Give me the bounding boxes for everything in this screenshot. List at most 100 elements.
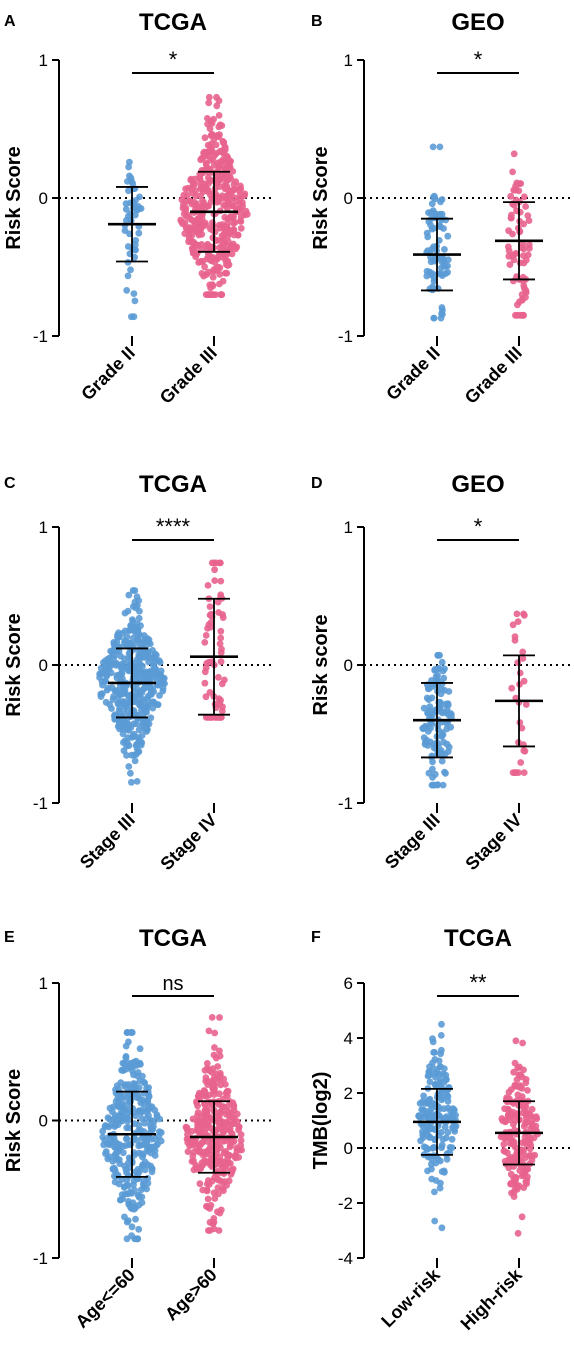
data-point: [221, 229, 228, 237]
data-point: [515, 769, 522, 776]
data-point: [206, 689, 214, 696]
data-point: [104, 1155, 112, 1163]
data-point: [216, 1209, 224, 1217]
data-point: [520, 193, 528, 201]
data-point: [424, 709, 432, 716]
data-point: [204, 202, 212, 210]
data-point: [119, 698, 126, 706]
x-tick-label: Grade II: [77, 343, 139, 405]
data-point: [520, 677, 528, 685]
data-point: [113, 1082, 121, 1089]
data-point: [436, 223, 444, 231]
y-tick-label: 1: [39, 518, 48, 537]
data-point: [216, 1076, 223, 1084]
data-point: [128, 1232, 136, 1239]
panel-E: E TCGA Risk Score -1 0 1 ns Age<=60 Age>60: [3, 925, 272, 1332]
data-point: [123, 752, 130, 759]
data-point: [207, 132, 215, 139]
data-point: [213, 102, 221, 110]
data-point: [438, 196, 446, 203]
data-point: [232, 245, 240, 253]
data-point: [447, 723, 455, 731]
data-point: [131, 246, 139, 254]
data-point: [428, 1165, 435, 1173]
data-point: [510, 1120, 517, 1128]
data-point: [96, 670, 103, 678]
data-point: [120, 1183, 128, 1191]
data-point: [429, 1035, 436, 1043]
significance-label: **: [469, 970, 487, 995]
data-point: [135, 1225, 143, 1233]
data-point: [107, 647, 114, 655]
data-point: [216, 1069, 224, 1077]
data-point: [125, 1124, 133, 1132]
data-point: [125, 1198, 132, 1205]
data-point: [428, 1160, 435, 1168]
data-point: [140, 709, 148, 716]
data-point: [97, 690, 105, 698]
data-point: [129, 180, 137, 187]
y-tick-label: -1: [338, 327, 353, 346]
data-point: [522, 701, 530, 708]
data-point: [203, 1158, 211, 1166]
data-point: [522, 293, 529, 301]
data-point: [508, 1110, 515, 1118]
data-point: [430, 224, 438, 232]
data-point: [215, 1112, 223, 1120]
data-point: [136, 631, 143, 639]
data-point: [513, 1076, 521, 1083]
data-point: [203, 1187, 211, 1195]
data-point: [201, 1088, 209, 1095]
data-point: [230, 181, 238, 189]
data-point: [130, 1080, 138, 1087]
data-point: [115, 1156, 123, 1163]
data-point: [135, 1192, 143, 1200]
data-point: [237, 218, 245, 225]
data-point: [99, 1133, 107, 1141]
data-point: [506, 261, 514, 268]
data-point: [526, 244, 533, 252]
data-point: [156, 658, 164, 666]
data-point: [213, 1145, 221, 1152]
data-point: [192, 1140, 200, 1147]
data-point: [434, 671, 441, 679]
data-point: [124, 259, 132, 266]
data-point: [423, 723, 430, 730]
data-point: [507, 192, 515, 200]
data-point: [226, 1137, 234, 1145]
data-point: [431, 1056, 439, 1063]
data-point: [225, 199, 233, 207]
data-point: [439, 1136, 447, 1143]
data-point: [204, 1120, 212, 1127]
data-point: [235, 1123, 243, 1131]
data-point: [136, 193, 143, 201]
data-point: [520, 311, 527, 319]
data-point: [235, 187, 243, 194]
data-point: [124, 1038, 132, 1046]
data-point: [114, 1095, 122, 1102]
data-point: [221, 181, 229, 189]
panel-letter: D: [311, 475, 323, 492]
data-point: [157, 677, 165, 684]
data-point: [228, 1168, 236, 1176]
data-point: [420, 1092, 427, 1100]
data-point: [438, 757, 446, 765]
data-point: [423, 272, 431, 280]
data-point: [137, 701, 145, 709]
x-tick-label: Age>60: [161, 1265, 221, 1325]
y-tick-label: -1: [33, 794, 48, 813]
chart-title: TCGA: [139, 9, 207, 36]
data-point: [514, 618, 522, 625]
data-point: [144, 653, 152, 660]
data-point: [138, 1199, 146, 1206]
y-tick-label: 2: [344, 1084, 353, 1103]
chart-title: TCGA: [139, 471, 207, 498]
data-point: [520, 1066, 527, 1074]
data-point: [136, 1045, 144, 1053]
data-point: [518, 1213, 526, 1221]
data-point: [118, 669, 126, 677]
data-point: [510, 1175, 518, 1182]
data-point: [191, 175, 199, 183]
data-point: [420, 734, 428, 742]
